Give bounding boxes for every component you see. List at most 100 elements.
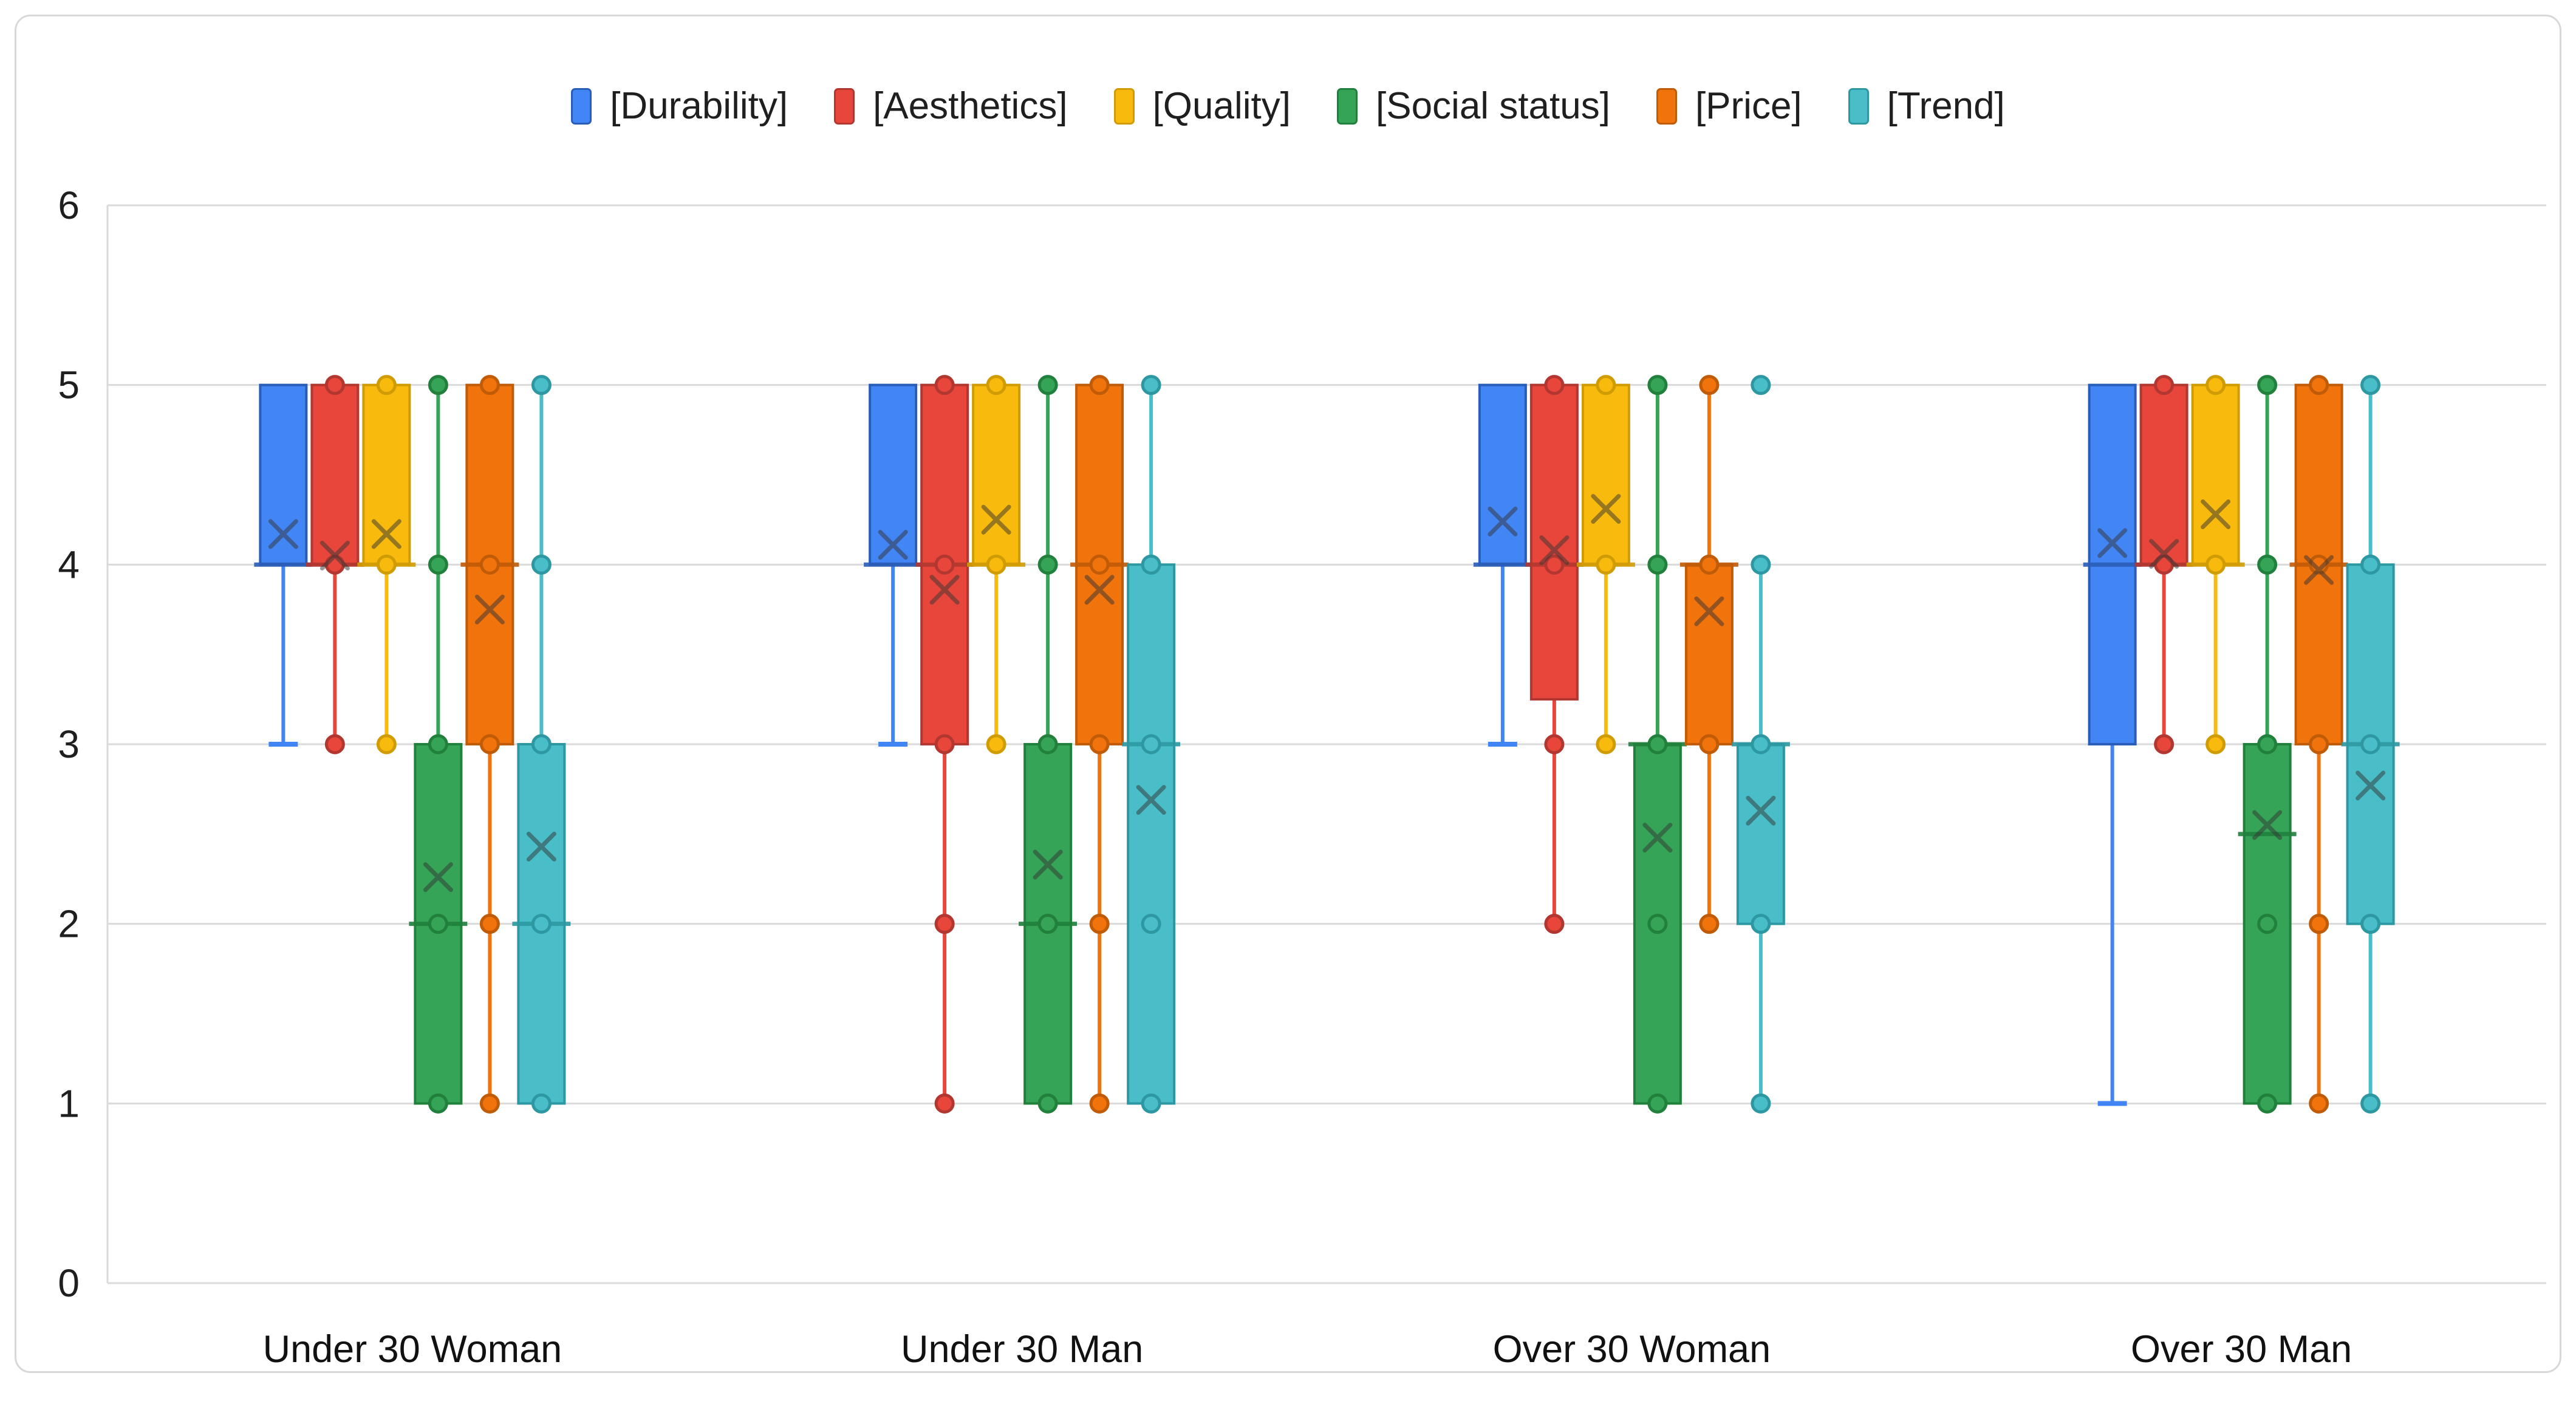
point-marker	[531, 1093, 552, 1114]
point-marker	[1037, 375, 1058, 396]
box-rect	[1127, 563, 1176, 1105]
point-marker	[2309, 375, 2329, 396]
point-marker	[1141, 375, 1161, 396]
legend-swatch-icon	[834, 87, 855, 125]
mean-x-marker	[2304, 555, 2334, 585]
y-tick-label: 0	[58, 1261, 80, 1305]
y-tick-label: 3	[58, 722, 80, 766]
point-marker	[1544, 375, 1565, 396]
legend-item-durability: [Durability]	[571, 84, 788, 128]
point-marker	[934, 1093, 955, 1114]
mean-x-marker	[1136, 785, 1166, 815]
box-durability-group2	[864, 383, 923, 747]
point-marker	[376, 375, 397, 396]
point-marker	[1699, 734, 1720, 755]
mean-x-marker	[1746, 795, 1776, 826]
point-marker	[934, 734, 955, 755]
point-marker	[1089, 554, 1110, 575]
point-marker	[1544, 554, 1565, 575]
mean-x-marker	[423, 862, 453, 892]
box-rect	[1684, 563, 1734, 745]
point-marker	[479, 734, 500, 755]
point-marker	[1037, 734, 1058, 755]
point-marker	[479, 554, 500, 575]
point-marker	[1647, 554, 1668, 575]
point-marker	[1037, 914, 1058, 934]
point-marker	[376, 734, 397, 755]
point-marker	[1037, 554, 1058, 575]
point-marker	[1647, 734, 1668, 755]
point-marker	[1089, 734, 1110, 755]
mean-x-marker	[1033, 849, 1063, 880]
box-socialstatus-group2	[1019, 375, 1078, 1114]
point-marker	[1751, 1093, 1771, 1114]
point-marker	[2257, 914, 2278, 934]
legend-label: [Quality]	[1152, 85, 1291, 127]
point-marker	[2205, 734, 2226, 755]
point-marker	[428, 554, 448, 575]
point-marker	[1751, 554, 1771, 575]
y-tick-label: 6	[58, 183, 80, 227]
point-marker	[479, 1093, 500, 1114]
box-rect	[2139, 383, 2188, 566]
mean-x-marker	[1084, 575, 1115, 605]
point-marker	[2309, 554, 2329, 575]
point-marker	[1751, 914, 1771, 934]
box-rect	[1529, 383, 1579, 701]
point-marker	[1699, 914, 1720, 934]
legend-label: [Social status]	[1375, 85, 1610, 127]
mean-x-marker	[2201, 499, 2231, 530]
box-aesthetics-group4	[2134, 375, 2193, 755]
legend-swatch-icon	[1848, 87, 1869, 125]
box-trend-group1	[512, 375, 571, 1114]
y-tick-label: 1	[58, 1081, 80, 1125]
point-marker	[2257, 1093, 2278, 1114]
y-tick-label: 5	[58, 363, 80, 407]
mean-x-marker	[2097, 528, 2128, 558]
point-marker	[2360, 734, 2381, 755]
box-quality-group2	[967, 375, 1026, 755]
box-rect	[259, 383, 308, 566]
point-marker	[2309, 914, 2329, 934]
point-marker	[1596, 734, 1616, 755]
box-socialstatus-group1	[409, 375, 468, 1114]
point-marker	[1699, 375, 1720, 396]
box-trend-group3	[1731, 375, 1790, 1114]
point-marker	[2360, 1093, 2381, 1114]
boxplot-canvas: 0 1 2 3 4 5 6 Under 30 Woman Under 30 Man Over 30…	[58, 183, 2546, 1371]
point-marker	[1141, 734, 1161, 755]
point-marker	[986, 554, 1006, 575]
point-marker	[1751, 734, 1771, 755]
point-marker	[531, 914, 552, 934]
box-quality-group1	[357, 375, 416, 755]
point-marker	[1596, 375, 1616, 396]
box-trend-group2	[1122, 375, 1181, 1114]
point-marker	[1751, 375, 1771, 396]
point-marker	[1141, 914, 1161, 934]
point-marker	[1647, 914, 1668, 934]
box-price-group3	[1679, 375, 1738, 934]
point-marker	[1141, 554, 1161, 575]
mean-x-marker	[1642, 823, 1673, 853]
legend-swatch-icon	[1113, 87, 1135, 125]
x-axis-label: Over 30 Man	[2131, 1328, 2352, 1371]
point-marker	[2205, 375, 2226, 396]
point-marker	[428, 914, 448, 934]
legend-swatch-icon	[1656, 87, 1677, 125]
point-marker	[1699, 554, 1720, 575]
box-rect	[1736, 742, 1785, 925]
point-marker	[986, 375, 1006, 396]
point-marker	[1647, 375, 1668, 396]
mean-x-marker	[268, 519, 298, 549]
point-marker	[2360, 914, 2381, 934]
point-marker	[531, 375, 552, 396]
y-tick-label: 2	[58, 902, 80, 946]
point-marker	[2257, 734, 2278, 755]
legend-item-socialstatus: [Social status]	[1336, 84, 1610, 128]
point-marker	[2309, 1093, 2329, 1114]
box-durability-group4	[2083, 383, 2142, 1106]
legend-label: [Price]	[1695, 85, 1802, 127]
mean-x-marker	[2252, 810, 2283, 840]
point-marker	[934, 554, 955, 575]
point-marker	[986, 734, 1006, 755]
